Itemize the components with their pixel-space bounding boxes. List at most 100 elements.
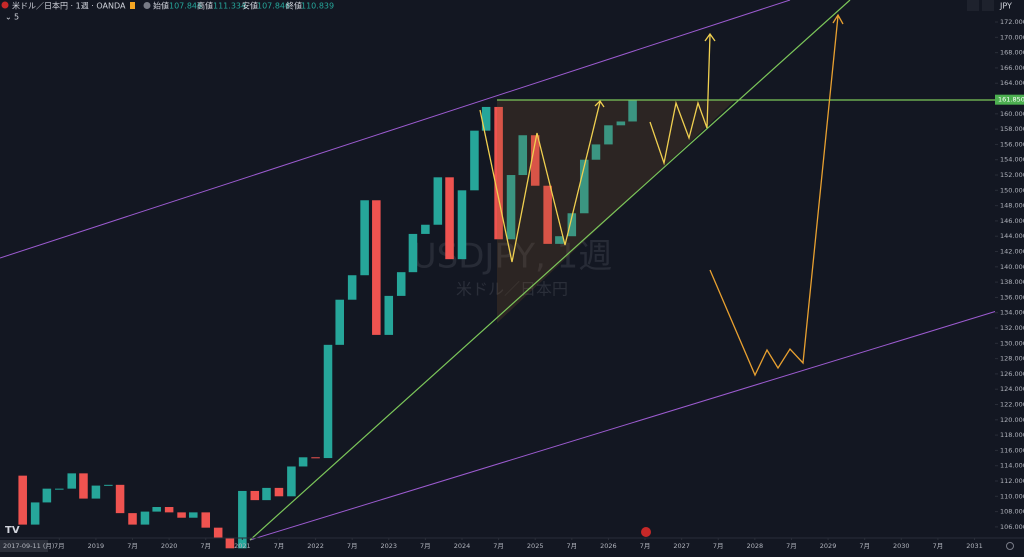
candle [445, 177, 454, 260]
button[interactable] [967, 0, 979, 11]
y-tick-label: 144.000 [1000, 232, 1024, 240]
y-tick-label: 106.000 [1000, 523, 1024, 531]
drawings [0, 0, 1001, 541]
y-tick-label: 164.000 [1000, 79, 1024, 87]
candle [67, 473, 77, 489]
watermark-title: USDJPY, 1週 [412, 237, 612, 277]
y-tick-label: 118.000 [1000, 431, 1024, 439]
close-label: 終値 [286, 1, 302, 11]
close-value: 110.839 [301, 2, 334, 11]
candle [42, 488, 52, 503]
y-axis: 106.000 108.000 110.000 112.000 114.000 116.0… [995, 18, 1024, 531]
candle [250, 490, 260, 501]
symbol-icon [1, 1, 9, 9]
symbol[interactable]: 米ドル／日本円 · 1週 · OANDA [12, 1, 126, 11]
candle [555, 236, 564, 244]
candle [201, 512, 211, 528]
x-tick-label: 7月 [54, 542, 65, 550]
candle [274, 487, 284, 497]
indicator-count[interactable]: 5 [14, 13, 19, 22]
x-tick-label: 7月 [200, 542, 211, 550]
y-tick-label: 120.000 [1000, 416, 1024, 424]
candle [616, 121, 626, 126]
candle [115, 484, 125, 514]
y-tick-label: 146.000 [1000, 217, 1024, 225]
x-tick-label: 7月 [786, 542, 797, 550]
candle [506, 175, 516, 240]
y-tick-label: 136.000 [1000, 293, 1024, 301]
zigzag-path [649, 34, 711, 166]
candle [408, 233, 418, 273]
candle [470, 130, 479, 191]
y-tick-label: 158.000 [1000, 125, 1024, 133]
candle [347, 275, 357, 300]
y-tick-label: 170.000 [1000, 33, 1024, 41]
y-tick-label: 166.000 [1000, 64, 1024, 72]
x-tick-label: 2023 [381, 542, 398, 550]
arrow-head [832, 13, 844, 25]
y-tick-label: 112.000 [1000, 477, 1024, 485]
trend-line [249, 0, 851, 541]
candle [152, 507, 161, 512]
y-tick-label: 140.000 [1000, 263, 1024, 271]
x-tick-label: 2028 [747, 542, 764, 550]
y-tick-label: 150.000 [1000, 186, 1024, 194]
x-tick-label: 2026 [600, 542, 617, 550]
candle [213, 527, 223, 538]
y-tick-label: 132.000 [1000, 324, 1024, 332]
candle [530, 135, 540, 186]
arrow-head [594, 99, 605, 108]
x-tick-label: 2020 [161, 542, 178, 550]
x-tick-label: 7月 [493, 542, 504, 550]
y-tick-label: 110.000 [1000, 492, 1024, 500]
y-tick-label: 108.000 [1000, 508, 1024, 516]
y-tick-label: 134.000 [1000, 309, 1024, 317]
y-tick-label: 122.000 [1000, 401, 1024, 409]
candle [494, 106, 503, 240]
channel-lower [249, 309, 1001, 541]
x-tick-label: 7月 [347, 542, 358, 550]
triangle-zone [497, 100, 735, 323]
currency[interactable]: JPY [999, 2, 1012, 11]
button[interactable] [982, 0, 994, 11]
candle [628, 99, 637, 122]
indicator-toggle[interactable]: ⌄ [5, 13, 12, 22]
x-tick-label: 2031 [966, 542, 983, 550]
y-tick-label: 152.000 [1000, 171, 1024, 179]
y-tick-label: 148.000 [1000, 202, 1024, 210]
event-marker[interactable] [641, 527, 651, 537]
flag [130, 2, 135, 9]
w-pattern [479, 101, 601, 263]
candle [567, 213, 577, 237]
x-tick-label: 2029 [820, 542, 837, 550]
candle [140, 511, 150, 525]
y-tick-label: 116.000 [1000, 446, 1024, 454]
candle [287, 466, 296, 497]
last-price-label: 161.850 [998, 96, 1024, 104]
x-tick-label: 2025 [527, 542, 544, 550]
candle [55, 488, 64, 490]
watermark-subtitle: 米ドル／日本円 [456, 280, 568, 299]
low-value: 107.846 [257, 2, 290, 11]
open-value: 107.846 [169, 2, 202, 11]
candle [604, 125, 613, 145]
channel-upper [0, 0, 791, 259]
candle [396, 272, 406, 296]
x-tick-label: 7月 [933, 542, 944, 550]
high-value: 111.334 [213, 2, 246, 11]
candle [30, 502, 40, 525]
plot [18, 99, 637, 549]
settings-button[interactable] [1006, 542, 1014, 550]
x-axis: 7月 2019 7月 2020 7月 2021 7月 2022 7月 2023 7月 2024 7月 20… [54, 538, 983, 550]
price-axis [995, 0, 1024, 557]
candle [518, 135, 528, 176]
candle [579, 159, 589, 214]
candle [91, 485, 101, 499]
y-tick-label: 130.000 [1000, 339, 1024, 347]
candle [384, 295, 394, 335]
y-tick-label: 128.000 [1000, 355, 1024, 363]
x-tick-label: 7月 [566, 542, 577, 550]
market-icon [143, 2, 151, 9]
x-tick-label: 7月 [274, 542, 285, 550]
y-tick-label: 154.000 [1000, 156, 1024, 164]
